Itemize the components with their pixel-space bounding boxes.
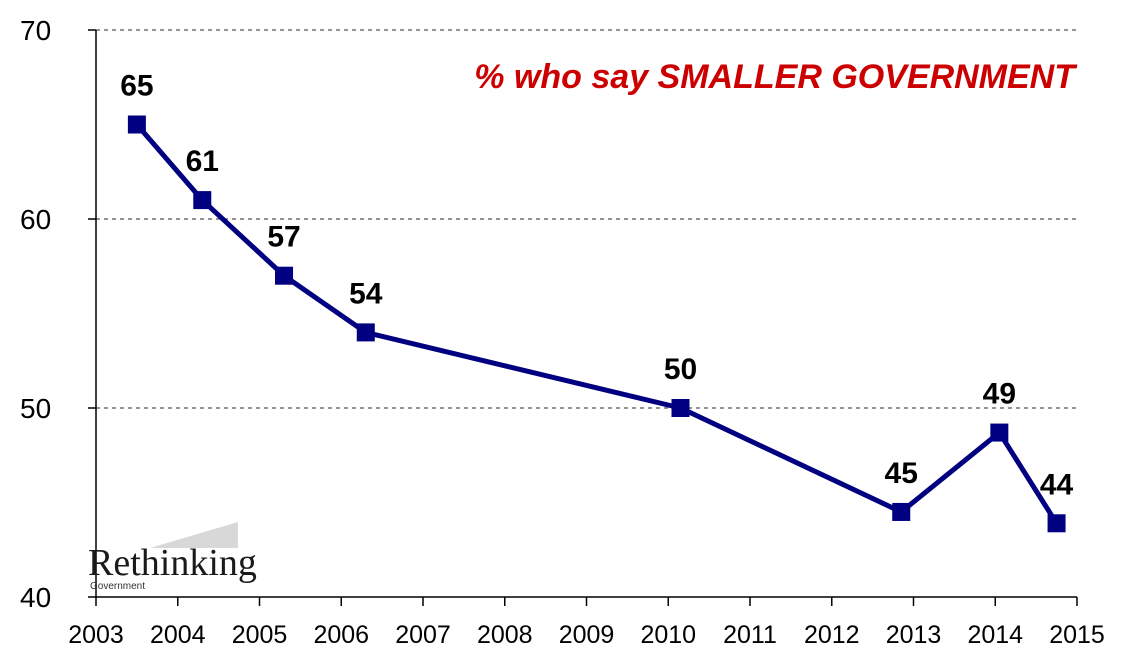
data-label: 54 — [349, 277, 383, 310]
x-tick-label: 2004 — [150, 621, 206, 649]
data-label: 49 — [983, 378, 1016, 411]
x-tick-label: 2003 — [68, 621, 124, 649]
data-point-marker — [892, 502, 911, 521]
x-tick-label: 2010 — [640, 621, 696, 649]
x-tick-label: 2011 — [723, 621, 777, 649]
data-point-marker — [193, 191, 212, 210]
logo-swoosh-icon — [150, 522, 238, 548]
data-point-marker — [1047, 514, 1066, 533]
x-tick-labels: 2003 2004 2005 2006 2007 2008 2009 2010 2011 2012… — [68, 597, 1105, 649]
x-tick-label: 2012 — [804, 621, 860, 649]
series-line-path — [134, 122, 1059, 525]
logo: Rethinking Government — [88, 522, 257, 592]
data-label: 65 — [120, 70, 153, 103]
series-line — [127, 115, 1066, 533]
data-label: 50 — [664, 353, 697, 386]
logo-name: Rethinking — [88, 542, 257, 584]
logo-subtitle: Government — [90, 581, 145, 592]
y-tick-labels: 70 60 50 40 — [20, 15, 96, 613]
x-tick-label: 2009 — [559, 621, 615, 649]
y-tick-label: 60 — [20, 204, 51, 235]
grid-lines — [96, 29, 1080, 409]
y-tick-label: 50 — [20, 393, 51, 424]
data-labels: 65 61 57 54 50 45 49 44 — [120, 70, 1073, 502]
x-tick-label: 2006 — [313, 621, 369, 649]
data-label: 44 — [1040, 468, 1074, 501]
data-point-marker — [671, 399, 690, 417]
x-tick-label: 2014 — [967, 621, 1023, 649]
chart-title: % who say SMALLER GOVERNMENT — [474, 58, 1078, 96]
x-tick-label: 2013 — [886, 621, 942, 649]
data-point-marker — [275, 266, 294, 285]
data-label: 45 — [885, 457, 918, 490]
x-tick-label: 2015 — [1049, 621, 1105, 649]
axes — [95, 30, 1077, 598]
y-tick-label: 70 — [20, 15, 51, 46]
x-tick-label: 2005 — [232, 621, 288, 649]
data-label: 61 — [186, 145, 219, 178]
data-point-marker — [356, 323, 375, 342]
data-point-marker — [127, 115, 146, 134]
data-point-marker — [990, 423, 1009, 442]
y-tick-label: 40 — [20, 582, 51, 613]
x-tick-label: 2007 — [395, 621, 451, 649]
data-label: 57 — [267, 221, 300, 254]
x-tick-label: 2008 — [477, 621, 533, 649]
